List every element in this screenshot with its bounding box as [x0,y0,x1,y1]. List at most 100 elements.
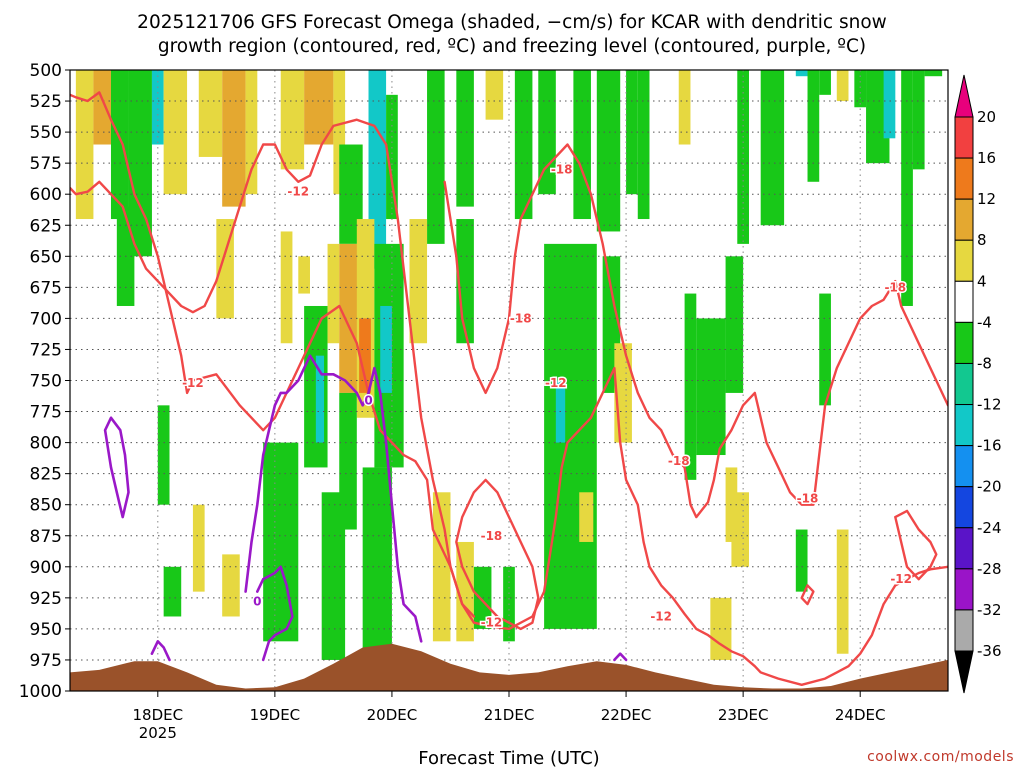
y-tick-label-975: 975 [30,651,62,671]
grid-lines [70,70,948,691]
y-tick-label-700: 700 [30,309,62,329]
colorbar-label-13: -36 [977,642,1002,660]
contour-label-12: 0 [253,595,261,609]
omega-cell-1 [93,70,111,145]
contour-label-2: -12 [545,376,567,390]
x-tick-label-1: 19DEC [250,706,301,724]
omega-cell-33 [883,70,896,139]
contour-label-0: -12 [182,376,204,390]
omega-cell-73 [710,597,732,660]
colorbar-label-3: 8 [977,231,987,249]
colorbar-label-7: -12 [977,396,1002,414]
omega-cell-16 [456,70,474,207]
omega-cell-76 [836,529,849,654]
omega-cell-14 [386,94,398,220]
omega-cell-59 [819,293,831,406]
y-tick-label-725: 725 [30,340,62,360]
colorbar-band-0 [954,116,974,159]
dgz-contour-0 [70,91,948,686]
colorbar-label-9: -20 [977,478,1002,496]
omega-cell-27 [795,70,808,77]
y-tick-label-500: 500 [30,61,62,81]
y-tick-label-800: 800 [30,434,62,454]
y-tick-label-525: 525 [30,92,62,112]
omega-cell-11 [333,70,346,195]
omega-cell-75 [795,529,808,592]
omega-cell-26 [760,70,785,226]
omega-cell-35 [912,70,925,170]
contour-label-1: -12 [287,185,309,199]
omega-cell-62 [192,504,205,592]
chart-title: 2025121706 GFS Forecast Omega (shaded, −… [137,12,887,57]
contour-label-4: -12 [650,609,672,623]
omega-cell-60 [157,405,170,505]
omega-cell-8 [245,70,258,195]
omega-cell-74 [731,492,749,567]
omega-cell-28 [807,70,820,182]
y-tick-label-1000: 1000 [19,682,62,702]
omega-cell-39 [280,231,293,344]
freezing-level-contour-layer [103,354,628,662]
colorbar-label-1: 16 [977,149,996,167]
omega-cell-46 [359,318,371,393]
colorbar-band-10 [954,527,974,570]
omega-cell-15 [427,70,445,244]
colorbar-top-triangle [954,74,974,118]
omega-cell-58 [725,256,744,393]
colorbar-label-11: -28 [977,560,1002,578]
omega-cell-51 [544,243,597,629]
colorbar-band-3 [954,239,974,282]
contour-labels: -12 -12 -12 -12 -12 -12 -18 -18 -18 -18 -18 -18 0 0 [181,161,914,631]
omega-cell-63 [222,554,240,617]
x-axis-label: Forecast Time (UTC) [418,748,599,768]
dgz-contour-2 [443,143,948,519]
omega-cell-49 [409,219,428,344]
omega-cell-6 [198,70,223,157]
colorbar-band-1 [954,157,974,200]
omega-cell-0 [75,70,94,220]
colorbar-band-6 [954,362,974,406]
omega-cell-66 [339,392,357,530]
colorbar-label-12: -32 [977,601,1002,619]
contour-label-5: -12 [890,572,912,586]
colorbar-label-8: -16 [977,437,1002,455]
freezing-contour-2 [256,565,294,662]
dgz-contour-layer [70,91,948,686]
omega-cell-30 [836,70,849,102]
y-tick-label-575: 575 [30,154,62,174]
contour-label-9: -18 [797,491,819,505]
colorbar-label-10: -24 [977,519,1002,537]
contour-label-6: -18 [551,162,573,176]
omega-cell-64 [263,442,299,642]
x-tick-label-4: 22DEC [601,706,652,724]
freezing-contour-3 [150,640,171,662]
omega-cell-40 [298,256,310,294]
omega-cell-20 [573,70,591,220]
y-tick-label-775: 775 [30,403,62,423]
y-tick-label-650: 650 [30,247,62,267]
x-tick-label-5: 23DEC [718,706,769,724]
omega-cell-2 [110,70,129,220]
title-line-1: 2025121706 GFS Forecast Omega (shaded, −… [137,12,887,33]
y-tick-label-825: 825 [30,465,62,485]
colorbar-band-7 [954,404,974,447]
contour-label-13: 0 [364,393,372,407]
colorbar-band-9 [954,486,974,529]
colorbar-band-11 [954,568,974,611]
colorbar-band-5 [954,321,974,364]
y-tick-label-850: 850 [30,496,62,516]
omega-cell-61 [163,566,182,617]
omega-cell-23 [637,70,650,220]
freezing-contour-1 [244,354,423,643]
colorbar-label-4: 4 [977,272,987,290]
colorbar-band-12 [954,609,974,652]
x-tick-label-6: 24DEC [835,706,886,724]
colorbar-bottom-triangle [954,650,974,694]
omega-cell-42 [315,355,325,443]
y-tick-label-900: 900 [30,558,62,578]
title-line-2: growth region (contoured, red, ºC) and f… [158,36,866,57]
colorbar-label-2: 12 [977,190,996,208]
x-tick-sublabel-0: 2025 [139,724,177,742]
y-tick-label-950: 950 [30,620,62,640]
